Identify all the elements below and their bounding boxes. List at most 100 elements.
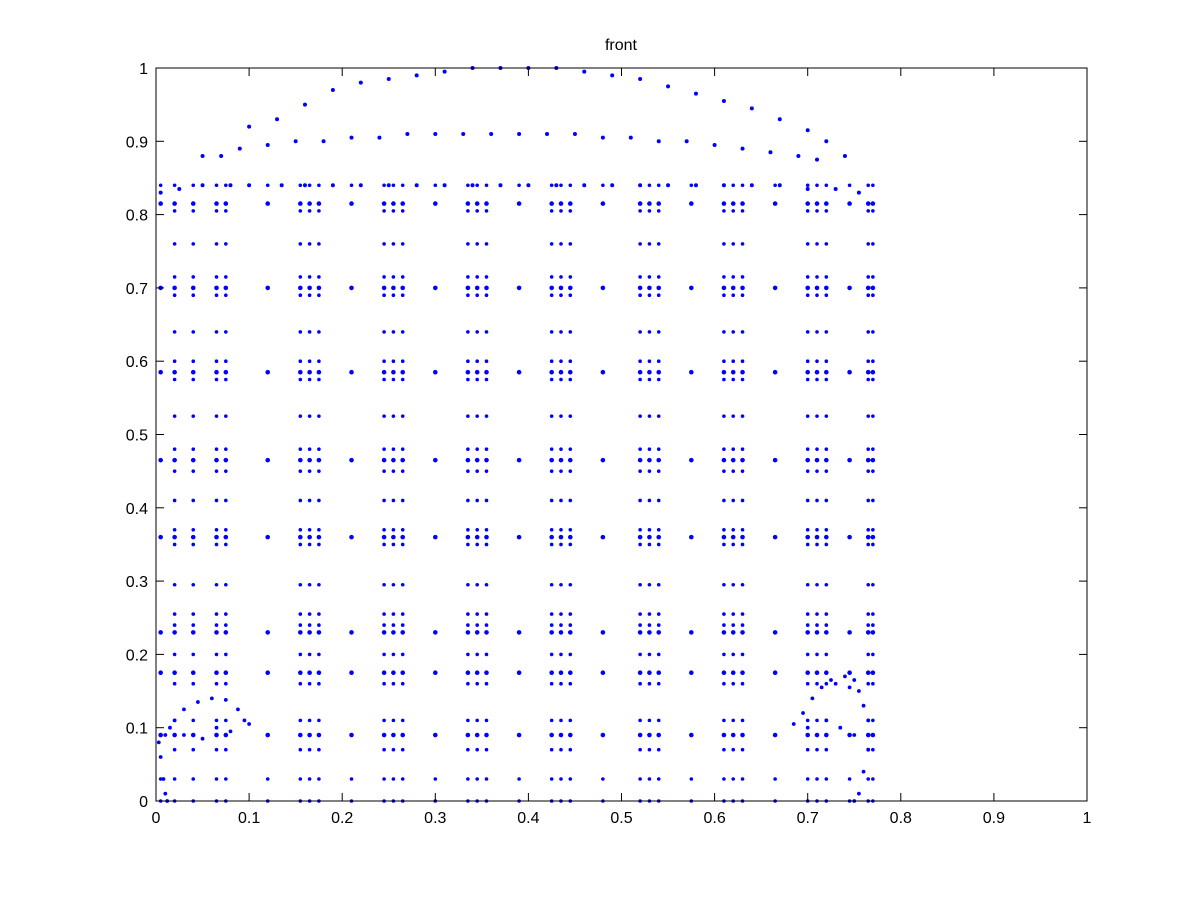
data-point	[647, 670, 652, 676]
data-point	[871, 747, 875, 752]
data-point	[172, 457, 177, 463]
data-point	[572, 131, 577, 136]
data-point	[805, 183, 810, 188]
data-point	[475, 498, 479, 503]
data-point	[731, 498, 736, 503]
data-point	[689, 457, 694, 463]
data-point	[400, 623, 405, 627]
data-point	[842, 153, 847, 158]
data-point	[224, 623, 228, 627]
data-point	[568, 275, 573, 279]
data-point	[214, 534, 219, 540]
data-point	[772, 369, 778, 375]
data-point	[381, 457, 387, 463]
data-point	[870, 534, 876, 540]
data-point	[191, 242, 196, 246]
data-point	[182, 707, 186, 712]
data-point	[647, 718, 652, 723]
data-point	[824, 369, 829, 375]
data-point	[866, 681, 871, 686]
data-point	[815, 209, 819, 213]
data-point	[298, 612, 303, 616]
data-point	[722, 469, 726, 473]
data-point	[298, 527, 303, 532]
data-point	[656, 377, 661, 382]
data-point	[656, 139, 661, 144]
data-point	[307, 242, 312, 246]
data-point	[265, 777, 270, 781]
data-point	[814, 732, 820, 738]
data-point	[298, 285, 303, 291]
data-point	[224, 242, 228, 246]
data-point	[442, 69, 447, 74]
data-point	[247, 183, 252, 188]
data-point	[484, 447, 489, 451]
data-point	[824, 139, 829, 144]
data-point	[158, 201, 163, 206]
data-point	[740, 457, 745, 463]
data-point	[871, 623, 875, 627]
data-point	[391, 681, 396, 686]
data-point	[689, 369, 694, 375]
data-point	[391, 369, 396, 375]
data-point	[158, 534, 163, 540]
data-point	[722, 527, 726, 532]
data-point	[866, 542, 871, 547]
data-point	[158, 755, 163, 759]
data-point	[740, 612, 745, 616]
data-point	[870, 201, 876, 206]
data-point	[666, 183, 671, 188]
data-point	[349, 630, 354, 635]
data-point	[475, 293, 479, 298]
data-point	[656, 534, 662, 540]
data-point	[414, 73, 419, 78]
data-point	[805, 582, 810, 587]
data-point	[317, 623, 321, 627]
data-point	[772, 732, 778, 738]
data-point	[307, 630, 312, 635]
data-point	[349, 457, 354, 463]
data-point	[554, 183, 559, 188]
data-point	[307, 457, 312, 463]
data-point	[637, 201, 643, 206]
data-point	[223, 697, 228, 702]
data-point	[722, 414, 726, 418]
data-point	[559, 469, 563, 473]
data-point	[223, 630, 229, 635]
data-point	[223, 457, 229, 463]
data-point	[847, 201, 852, 206]
data-point	[382, 330, 386, 334]
data-point	[805, 630, 810, 635]
data-point	[484, 330, 489, 334]
data-point	[307, 447, 312, 451]
data-point	[843, 674, 847, 679]
data-point	[815, 623, 819, 627]
data-point	[824, 718, 829, 723]
data-point	[466, 747, 470, 752]
data-point	[298, 369, 303, 375]
data-point	[317, 652, 321, 657]
data-point	[214, 725, 219, 730]
data-point	[805, 201, 810, 206]
data-point	[209, 696, 214, 701]
data-point	[558, 201, 564, 206]
data-point	[731, 612, 736, 616]
data-point	[815, 582, 819, 587]
data-point	[833, 186, 838, 191]
data-point	[805, 652, 810, 657]
data-point	[833, 681, 838, 686]
data-point	[214, 681, 219, 686]
data-point	[391, 293, 396, 298]
data-point	[824, 630, 829, 635]
data-point	[805, 377, 810, 382]
data-point	[805, 469, 810, 473]
data-point	[224, 718, 228, 723]
data-point	[382, 469, 386, 473]
data-point	[466, 275, 470, 279]
data-point	[214, 582, 219, 587]
data-point	[656, 242, 661, 246]
data-point	[242, 718, 247, 723]
y-tick-label: 0.8	[126, 208, 148, 225]
data-point	[224, 652, 228, 657]
